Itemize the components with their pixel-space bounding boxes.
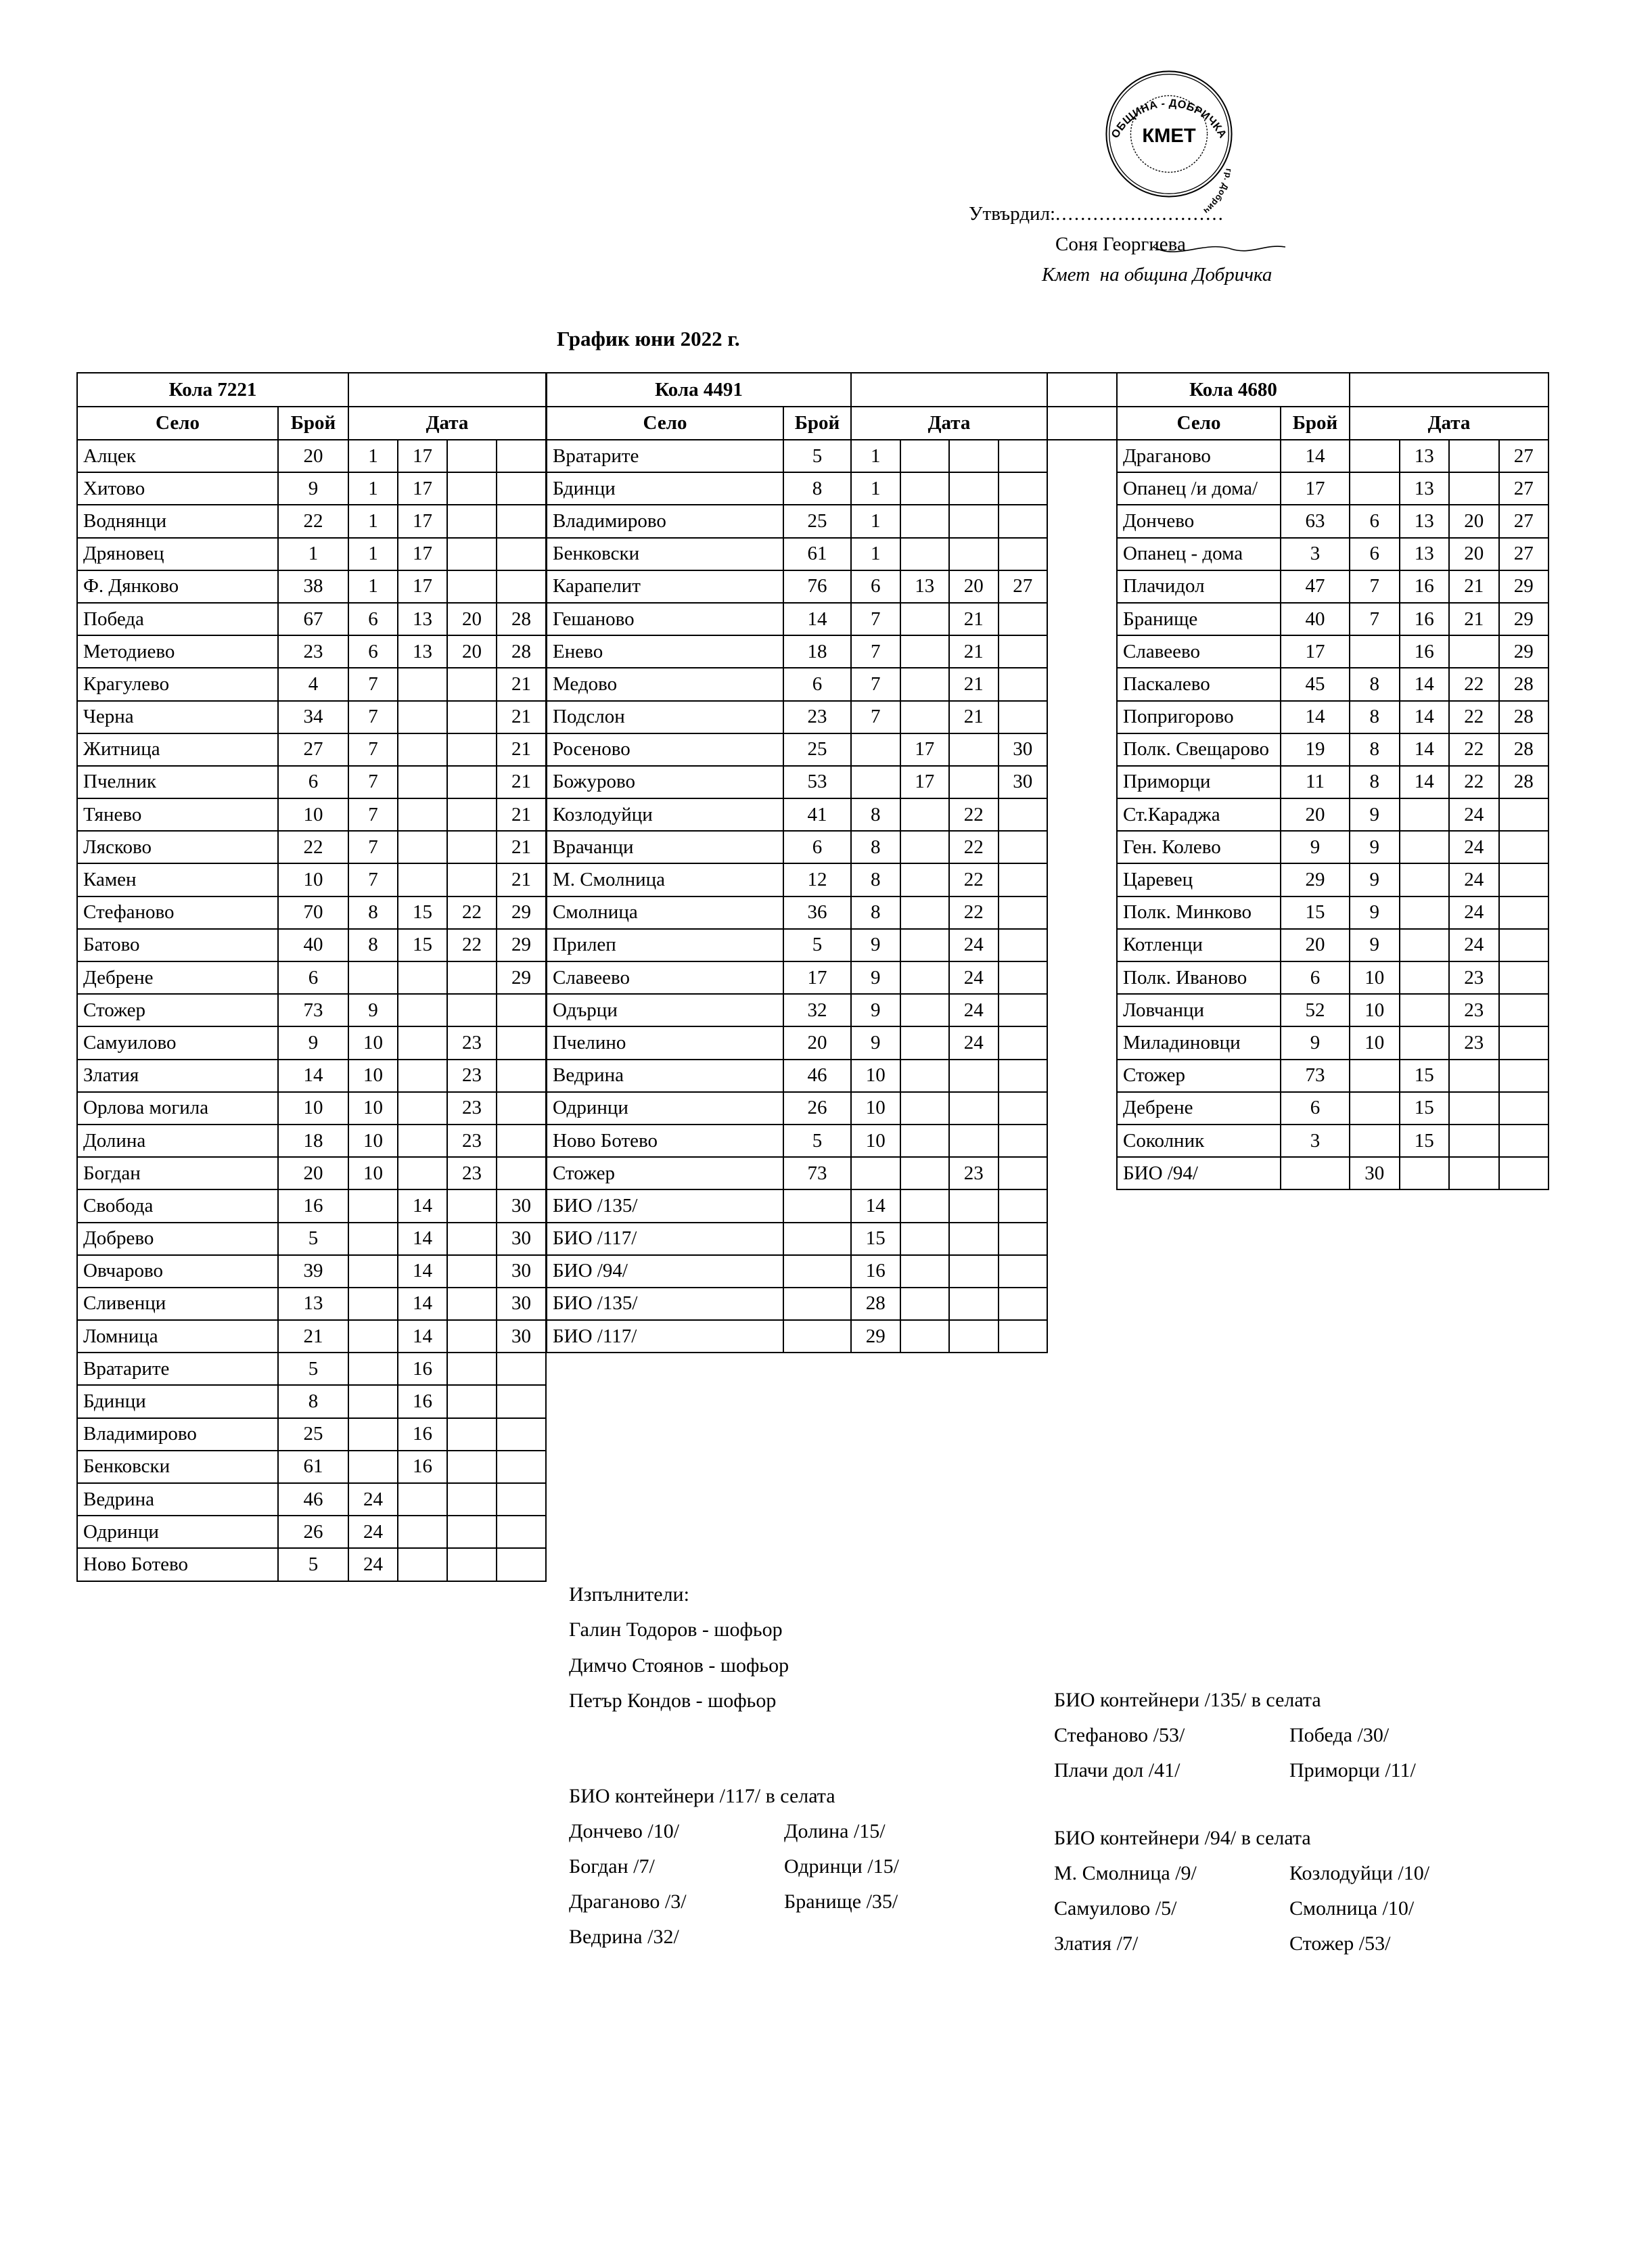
svg-text:КМЕТ: КМЕТ <box>1142 125 1195 147</box>
